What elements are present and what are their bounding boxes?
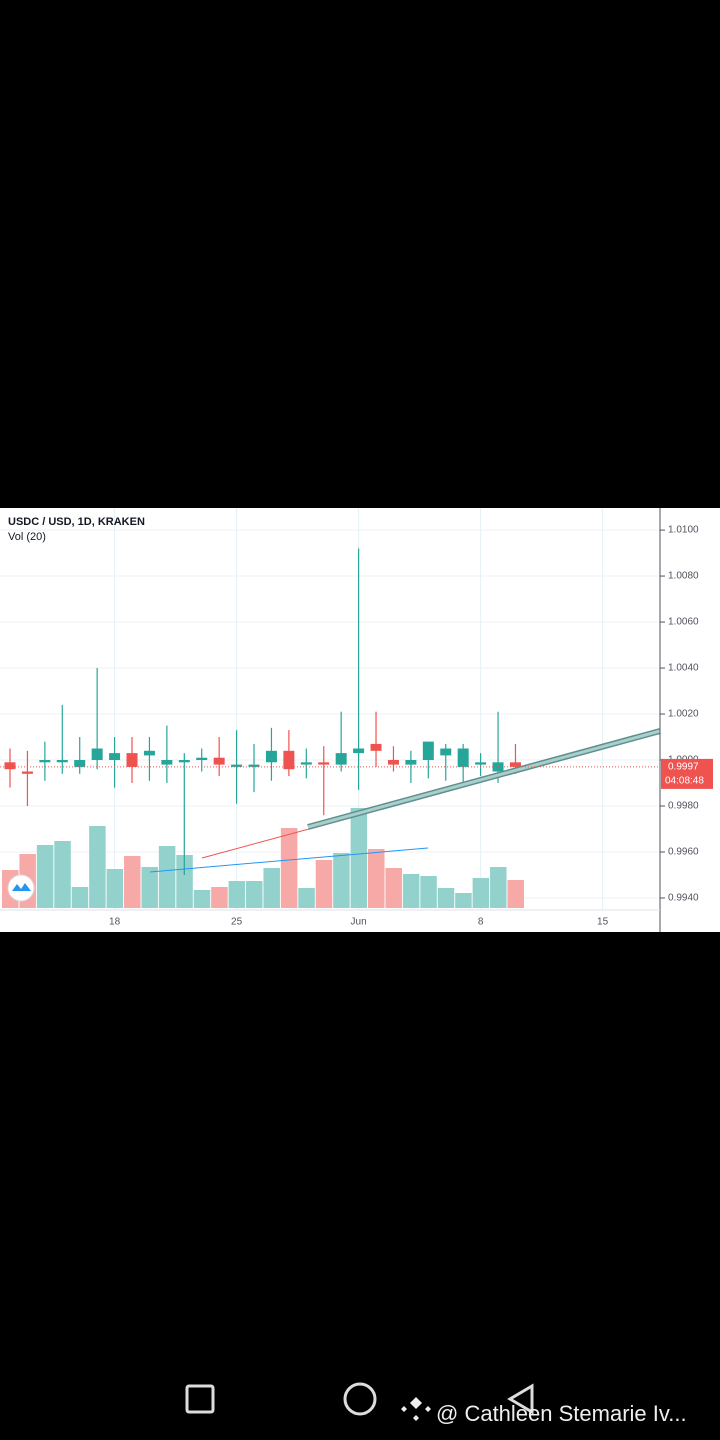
candle-body bbox=[475, 762, 487, 765]
candle-body bbox=[143, 750, 155, 756]
y-tick-label: 0.9960 bbox=[668, 847, 699, 858]
x-tick-label: 15 bbox=[597, 917, 609, 928]
candle-body bbox=[56, 760, 68, 763]
volume-bar bbox=[350, 808, 368, 908]
trend-line bbox=[149, 847, 429, 873]
candle-body bbox=[405, 760, 417, 765]
volume-bar bbox=[193, 890, 211, 908]
candle-body bbox=[318, 762, 330, 765]
volume-bar bbox=[507, 880, 524, 908]
volume-bar bbox=[124, 856, 141, 908]
candle-body bbox=[109, 753, 121, 761]
y-tick-label: 0.9940 bbox=[668, 893, 699, 904]
volume-bar bbox=[71, 887, 89, 908]
volume-bar bbox=[472, 878, 490, 908]
volume-bar bbox=[36, 845, 54, 908]
logo bbox=[7, 874, 35, 902]
candle-body bbox=[21, 771, 33, 774]
x-tick-label: 8 bbox=[478, 917, 484, 928]
y-tick-label: 1.0080 bbox=[668, 571, 699, 582]
volume-bar bbox=[315, 860, 333, 908]
candle-body bbox=[248, 764, 260, 767]
watermark-text: @ Cathleen Stemarie Iv... bbox=[436, 1401, 687, 1426]
candle-body bbox=[283, 750, 295, 770]
trend-line bbox=[201, 825, 321, 859]
y-tick-label: 1.0040 bbox=[668, 663, 699, 674]
volume-bar bbox=[368, 849, 385, 908]
y-tick-label: 1.0020 bbox=[668, 709, 699, 720]
candle-body bbox=[353, 748, 365, 754]
volume-bar bbox=[402, 874, 420, 908]
volume-bar bbox=[89, 826, 106, 908]
chart-title: USDC / USD, 1D, KRAKEN bbox=[8, 516, 145, 528]
candle-body bbox=[74, 760, 86, 767]
candle-body bbox=[335, 753, 347, 765]
last-price-label: 0.9997 bbox=[668, 762, 699, 773]
volume-bar bbox=[106, 869, 124, 908]
volume-bar bbox=[420, 876, 437, 908]
candle-body bbox=[39, 760, 51, 763]
volume-bar bbox=[280, 828, 298, 908]
candle-body bbox=[161, 760, 173, 765]
candle-body bbox=[387, 760, 399, 765]
candle-body bbox=[4, 762, 16, 770]
candle-body bbox=[178, 760, 190, 763]
volume-bar bbox=[54, 841, 71, 908]
x-tick-label: 18 bbox=[109, 917, 121, 928]
candle-body bbox=[300, 762, 312, 765]
home-button[interactable] bbox=[343, 1382, 377, 1416]
watermark-icon bbox=[401, 1397, 431, 1421]
volume-bar bbox=[385, 868, 402, 908]
x-tick-label: 25 bbox=[231, 917, 243, 928]
volume-bar bbox=[246, 881, 263, 908]
candle-body bbox=[265, 750, 277, 763]
indicator-label: Vol (20) bbox=[8, 531, 46, 543]
y-tick-label: 1.0060 bbox=[668, 617, 699, 628]
volume-bar bbox=[333, 853, 350, 908]
volume-bar bbox=[263, 868, 280, 908]
volume-bar bbox=[298, 888, 315, 908]
candle-body bbox=[231, 764, 243, 767]
candle-body bbox=[457, 748, 469, 767]
candle-body bbox=[509, 762, 521, 767]
back-button[interactable] bbox=[507, 1383, 534, 1415]
candle-body bbox=[213, 757, 225, 765]
volume-bar bbox=[490, 867, 507, 908]
candle-body bbox=[370, 743, 382, 751]
trend-channel bbox=[307, 729, 661, 829]
countdown-label: 04:08:48 bbox=[665, 776, 704, 787]
candle-body bbox=[196, 757, 208, 761]
volume-bar bbox=[211, 887, 228, 908]
x-tick-label: Jun bbox=[351, 917, 367, 928]
volume-bar bbox=[228, 881, 246, 908]
volume-bar bbox=[141, 867, 158, 908]
candle-body bbox=[440, 748, 452, 756]
candle-body bbox=[91, 748, 103, 761]
logo-mark bbox=[12, 883, 31, 891]
recent-apps-button[interactable] bbox=[185, 1384, 215, 1414]
volume-bar bbox=[437, 888, 455, 908]
volume-bar bbox=[158, 846, 176, 908]
y-tick-label: 1.0100 bbox=[668, 525, 699, 536]
candle-body bbox=[422, 741, 434, 761]
volume-bar bbox=[455, 893, 472, 908]
y-tick-label: 0.9980 bbox=[668, 801, 699, 812]
candle-body bbox=[126, 753, 138, 767]
last-price-tag bbox=[661, 758, 713, 789]
